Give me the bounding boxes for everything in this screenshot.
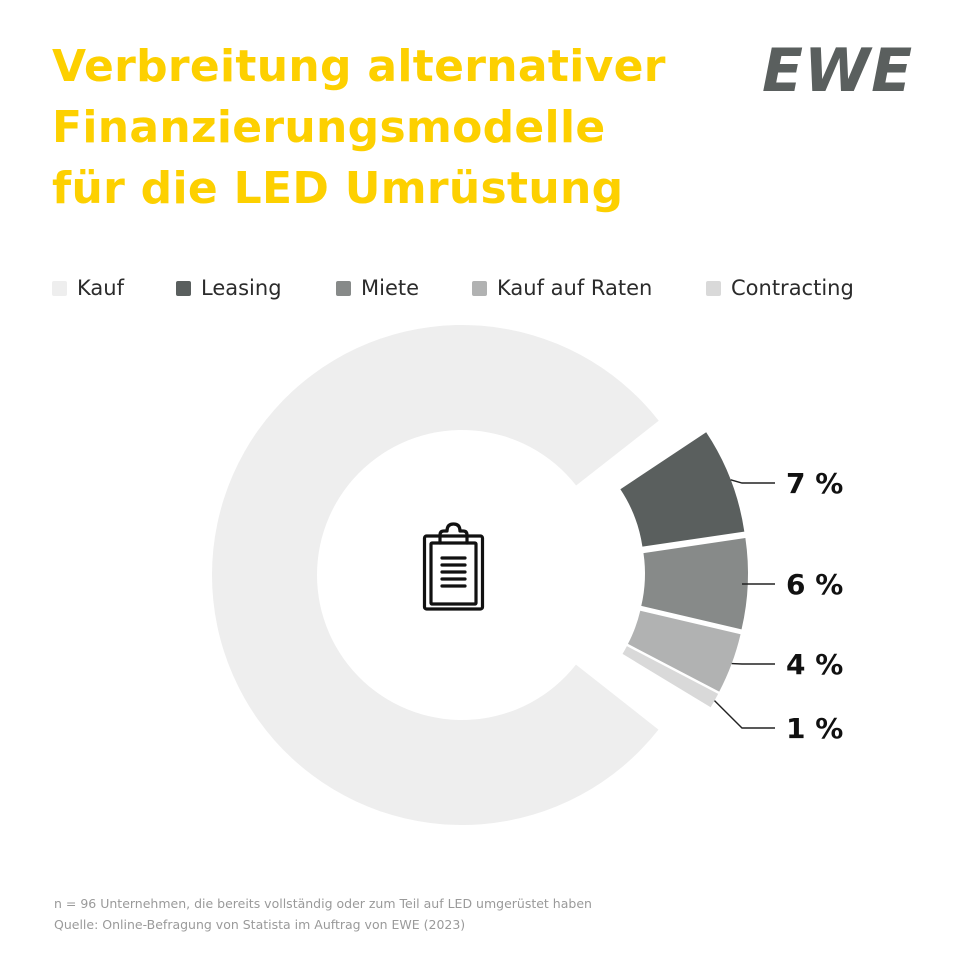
footnote: n = 96 Unternehmen, die bereits vollstän… bbox=[54, 893, 592, 935]
legend-item-kauf: Kauf bbox=[52, 272, 124, 304]
legend-label-leasing: Leasing bbox=[201, 276, 282, 300]
legend-item-kauf-auf-raten: Kauf auf Raten bbox=[472, 272, 652, 304]
slice-leasing bbox=[620, 432, 745, 547]
data-label-miete: 6 % bbox=[786, 568, 843, 601]
ewe-logo: EWE bbox=[762, 36, 914, 106]
data-label-leasing: 7 % bbox=[786, 467, 843, 500]
donut-slices bbox=[211, 324, 748, 825]
legend-swatch-contracting bbox=[706, 280, 721, 296]
slice-miete bbox=[641, 538, 748, 630]
data-label-contracting: 1 % bbox=[786, 712, 843, 745]
legend-item-miete: Miete bbox=[336, 272, 419, 304]
footnote-sample: n = 96 Unternehmen, die bereits vollstän… bbox=[54, 896, 592, 911]
legend-label-contracting: Contracting bbox=[731, 276, 854, 300]
slice-kauf bbox=[211, 324, 659, 825]
title-line-3: für die LED Umrüstung bbox=[52, 163, 624, 214]
chart-legend: Kauf Leasing Miete Kauf auf Raten Contra… bbox=[52, 272, 932, 304]
title-line-2: Finanzierungsmodelle bbox=[52, 102, 606, 153]
footnote-source: Quelle: Online-Befragung von Statista im… bbox=[54, 917, 466, 932]
title-line-1: Verbreitung alternativer bbox=[52, 41, 666, 92]
chart-title: Verbreitung alternativer Finanzierungsmo… bbox=[52, 36, 666, 219]
leader-line-contracting bbox=[714, 700, 775, 729]
leader-line-leasing bbox=[730, 479, 775, 484]
slice-kauf-auf-raten bbox=[627, 610, 741, 692]
legend-label-kauf: Kauf bbox=[77, 276, 124, 300]
legend-swatch-miete bbox=[336, 280, 351, 296]
legend-item-leasing: Leasing bbox=[176, 272, 282, 304]
data-label-kauf-auf-raten: 4 % bbox=[786, 648, 843, 681]
legend-label-miete: Miete bbox=[361, 276, 420, 300]
clipboard-icon bbox=[422, 522, 485, 611]
legend-item-contracting: Contracting bbox=[706, 272, 854, 304]
legend-swatch-leasing bbox=[176, 280, 191, 296]
legend-label-kauf-auf-raten: Kauf auf Raten bbox=[497, 276, 653, 300]
slice-contracting bbox=[622, 646, 719, 708]
slice-labels: 7 % 6 % 4 % 1 % bbox=[714, 467, 843, 745]
legend-swatch-kauf bbox=[52, 280, 67, 296]
legend-swatch-kauf-auf-raten bbox=[472, 280, 487, 296]
